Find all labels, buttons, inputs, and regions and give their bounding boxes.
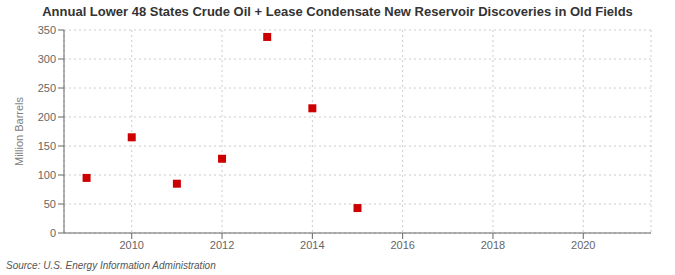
svg-text:200: 200 <box>38 111 56 123</box>
svg-text:250: 250 <box>38 82 56 94</box>
svg-text:2010: 2010 <box>119 239 143 251</box>
svg-text:0: 0 <box>50 227 56 239</box>
svg-text:50: 50 <box>44 198 56 210</box>
svg-text:2012: 2012 <box>210 239 234 251</box>
html-text:Annual Lower 48 States Crude O: Annual Lower 48 States Crude Oil + Lease… <box>42 4 633 19</box>
svg-text:350: 350 <box>38 24 56 36</box>
svg-text:100: 100 <box>38 169 56 181</box>
svg-text:300: 300 <box>38 53 56 65</box>
svg-text:150: 150 <box>38 140 56 152</box>
svg-text:2014: 2014 <box>300 239 324 251</box>
svg-text:2018: 2018 <box>481 239 505 251</box>
svg-text:2020: 2020 <box>571 239 595 251</box>
html-text:Source: U.S. Energy Informatio: Source: U.S. Energy Information Administ… <box>6 260 216 271</box>
svg-text:2016: 2016 <box>390 239 414 251</box>
svg-text:Million Barrels: Million Barrels <box>13 96 25 166</box>
